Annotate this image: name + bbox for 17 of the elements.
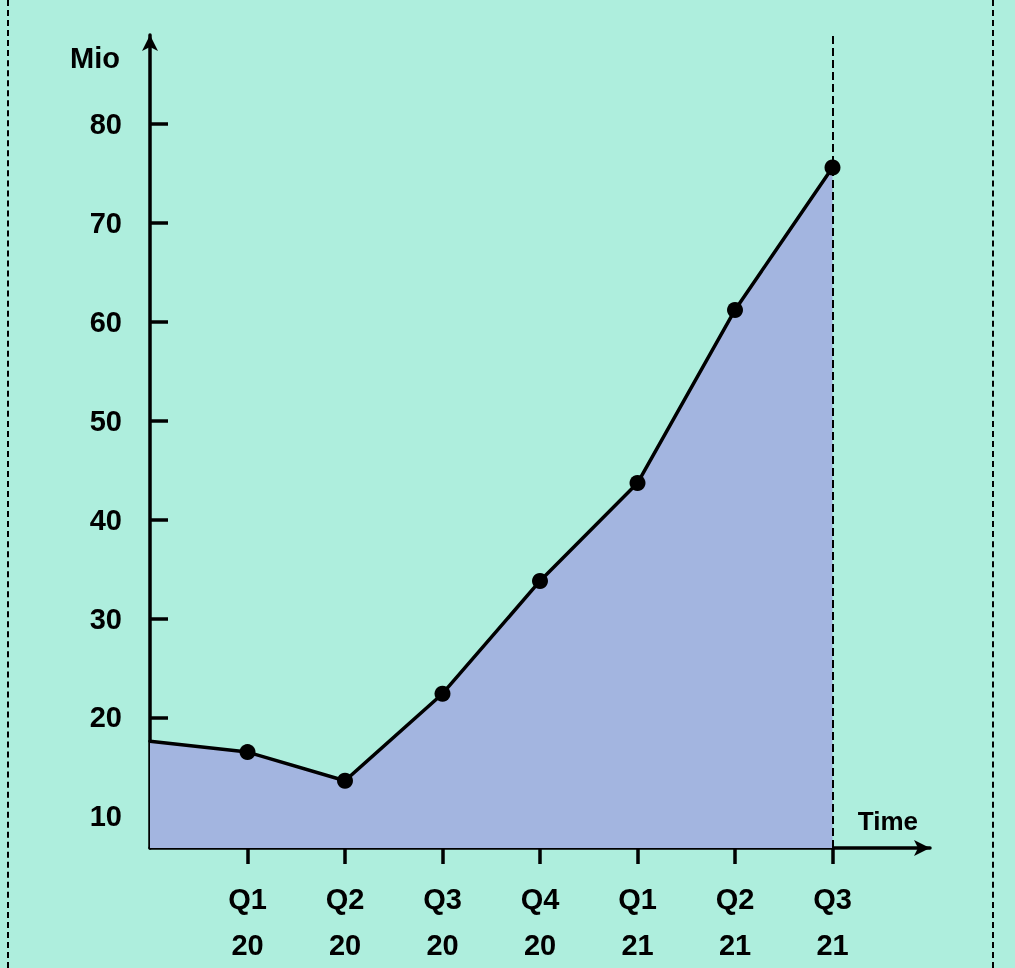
y-axis-title: Mio: [70, 41, 120, 74]
x-tick-label: Q2 21: [715, 883, 755, 961]
x-tick-label: Q2 20: [325, 883, 365, 961]
x-tick-label: Q3 21: [813, 883, 852, 961]
y-tick-label: 70: [89, 206, 122, 239]
y-tick-label: 60: [89, 305, 122, 338]
x-tick-label: Q4 20: [520, 883, 560, 961]
x-tick-label: Q1 21: [618, 883, 657, 961]
y-tick-label: 80: [89, 108, 122, 141]
y-tick-label: 20: [89, 701, 122, 734]
y-tick-label: 50: [89, 404, 122, 437]
x-tick-label: Q3 20: [423, 883, 462, 961]
y-tick-label: 40: [89, 503, 122, 536]
y-tick-label: 30: [89, 602, 122, 635]
x-tick-label: Q1 20: [228, 883, 267, 961]
x-axis-title: Time: [857, 806, 918, 836]
y-tick-label: 10: [89, 800, 122, 833]
